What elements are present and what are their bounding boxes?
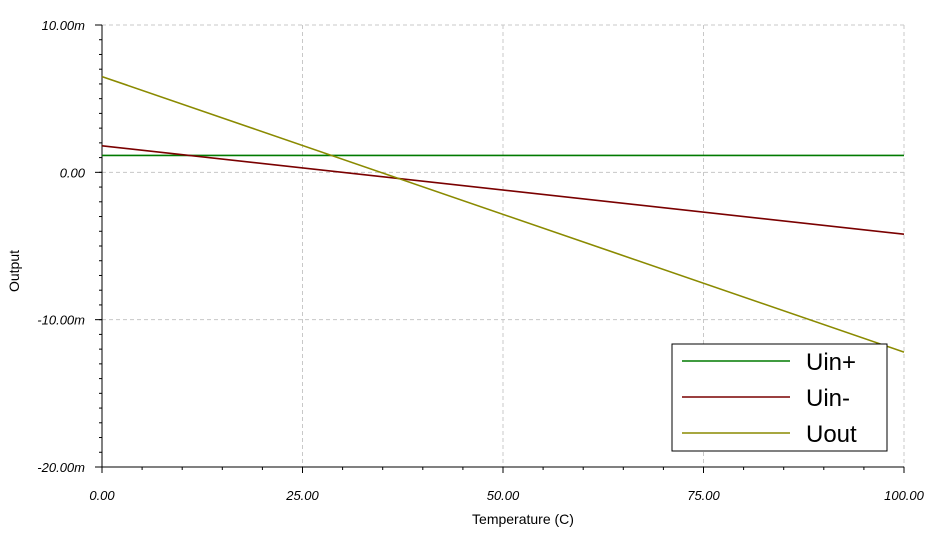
legend-label: Uin-: [806, 385, 850, 412]
grid-lines: [102, 24, 905, 467]
tick-labels: 0.00 25.00 50.00 75.00 100.00 10.00m 0.00 -10.0…: [37, 18, 924, 503]
y-tick-label: -20.00m: [37, 460, 85, 475]
x-tick-label: 0.00: [89, 488, 115, 503]
x-tick-label: 75.00: [687, 488, 720, 503]
y-tick-label: 10.00m: [42, 18, 86, 33]
series-line-uin-: [101, 145, 905, 235]
legend: Uin+ Uin- Uout: [671, 343, 888, 452]
x-axis-label: Temperature (C): [472, 511, 574, 527]
x-tick-label: 25.00: [285, 488, 319, 503]
legend-label: Uin+: [806, 349, 856, 376]
legend-label: Uout: [806, 421, 857, 448]
x-tick-label: 100.00: [884, 488, 925, 503]
series-line-uout: [101, 75, 905, 353]
y-axis-label: Output: [6, 250, 22, 292]
y-tick-label: 0.00: [60, 165, 86, 180]
series-lines: [101, 75, 905, 353]
x-tick-label: 50.00: [487, 488, 520, 503]
y-tick-label: -10.00m: [37, 313, 85, 328]
axes: [95, 24, 905, 473]
